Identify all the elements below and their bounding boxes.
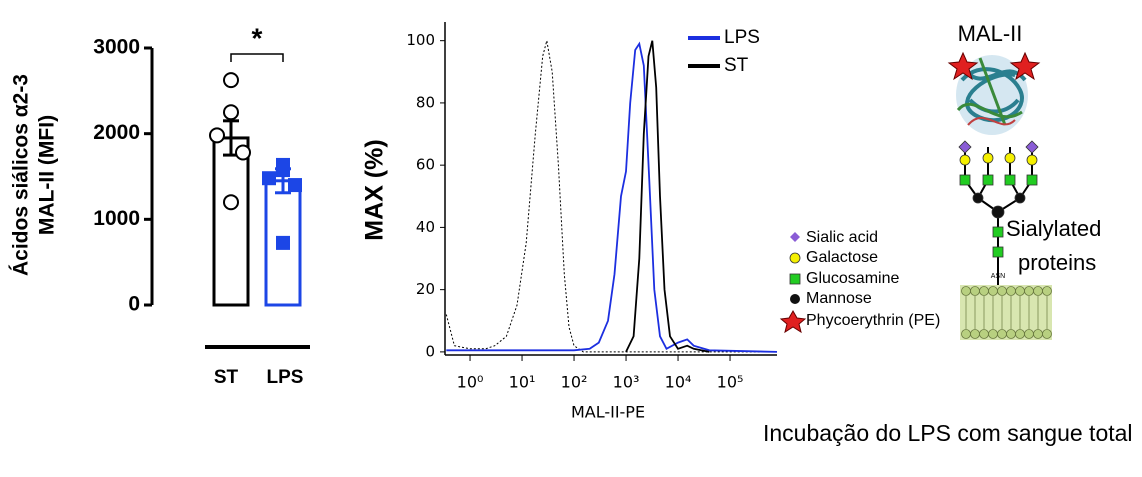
lipid-head <box>1024 329 1034 339</box>
y-axis-label: Ácidos siálicos α2-3 <box>10 74 33 276</box>
y-tick-label: 0 <box>128 293 140 316</box>
data-point <box>262 171 276 186</box>
legend-label: Phycoerythrin (PE) <box>806 312 940 329</box>
y-axis-label: MAL-II (MFI) <box>36 115 59 235</box>
lipid-head <box>1042 329 1052 339</box>
lipid-head <box>961 329 971 339</box>
legend-label: Glucosamine <box>806 270 899 287</box>
histogram-line <box>446 41 778 353</box>
lipid-head <box>1033 286 1043 296</box>
y-tick-label: 1000 <box>93 207 140 230</box>
legend-label: Galactose <box>806 249 878 266</box>
legend-label: LPS <box>724 27 760 48</box>
y-tick-label: 40 <box>416 218 435 236</box>
lipid-head <box>979 329 989 339</box>
x-axis-label: MAL-II-PE <box>571 403 645 422</box>
x-tick-label: 10² <box>561 373 588 392</box>
data-point <box>276 163 290 178</box>
y-tick-label: 0 <box>425 342 435 360</box>
data-point <box>235 144 251 161</box>
lipid-head <box>1006 286 1016 296</box>
y-tick-label: 2000 <box>93 121 140 144</box>
x-tick-label: 10³ <box>613 373 640 392</box>
y-tick-label: 100 <box>406 31 435 49</box>
lipid-head <box>979 286 989 296</box>
y-tick-label: 60 <box>416 156 435 174</box>
protein-label: Sialylated <box>1006 216 1101 241</box>
data-point <box>223 104 239 121</box>
x-tick-label: 10⁴ <box>665 373 692 392</box>
legend-label: ST <box>724 55 749 76</box>
lectin-label: MAL-II <box>958 21 1023 46</box>
x-tick-label: ST <box>214 367 239 388</box>
legend-label: Mannose <box>806 290 872 307</box>
diagram: MAL-II ASN <box>779 21 1101 340</box>
significance-bracket <box>230 53 284 62</box>
lipid-head <box>1024 286 1034 296</box>
caption: Incubação do LPS com sangue total <box>763 420 1133 446</box>
data-point <box>276 235 290 250</box>
lipid-head <box>1033 329 1043 339</box>
legend-label: Sialic acid <box>806 229 878 246</box>
data-point <box>223 194 239 211</box>
significance-label: * <box>252 22 263 53</box>
y-axis-label: MAX (%) <box>361 139 389 240</box>
y-tick-label: 3000 <box>93 36 140 59</box>
lipid-head <box>988 286 998 296</box>
x-tick-label: LPS <box>267 367 304 388</box>
histogram-line <box>445 40 777 353</box>
data-point <box>223 72 239 89</box>
bar <box>212 136 250 307</box>
histogram-line <box>625 40 710 353</box>
x-tick-label: 10⁵ <box>717 373 744 392</box>
lipid-head <box>1015 286 1025 296</box>
lipid-head <box>1042 286 1052 296</box>
y-tick-label: 20 <box>416 280 435 298</box>
lipid-head <box>970 286 980 296</box>
lipid-head <box>970 329 980 339</box>
data-point <box>288 178 302 193</box>
anchor-label: ASN <box>991 273 1005 280</box>
protein-label: proteins <box>1018 250 1096 275</box>
lipid-head <box>988 329 998 339</box>
x-tick-label: 10⁰ <box>457 373 484 392</box>
lipid-head <box>997 329 1007 339</box>
membrane <box>960 285 1052 340</box>
lipid-head <box>1015 329 1025 339</box>
y-tick-label: 80 <box>416 93 435 111</box>
lipid-head <box>961 286 971 296</box>
lipid-head <box>997 286 1007 296</box>
x-tick-label: 10¹ <box>509 373 536 392</box>
lipid-head <box>1006 329 1016 339</box>
data-point <box>209 127 225 144</box>
